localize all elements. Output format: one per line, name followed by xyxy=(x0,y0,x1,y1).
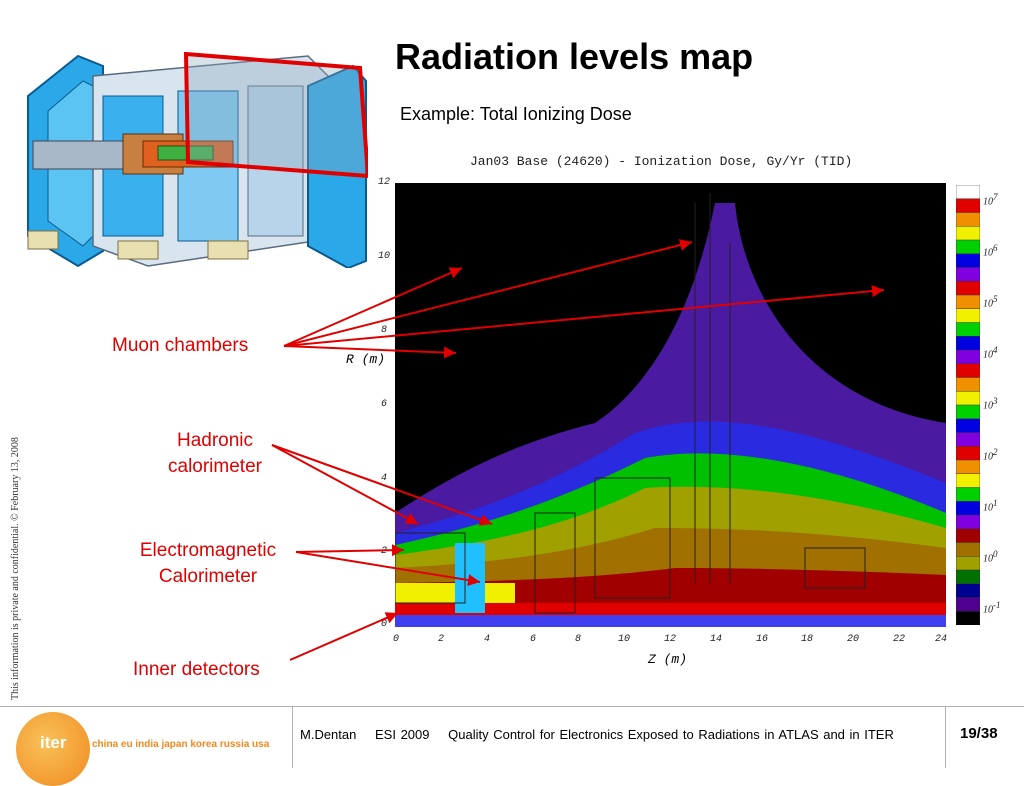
slide-title: Radiation levels map xyxy=(395,36,754,77)
plot-title: Jan03 Base (24620) - Ionization Dose, Gy… xyxy=(470,154,853,169)
y-tick-4: 4 xyxy=(381,473,388,484)
x-tick-2: 2 xyxy=(438,634,445,645)
x-tick-12: 12 xyxy=(664,634,677,645)
slide-subtitle: Example: Total Ionizing Dose xyxy=(400,104,632,124)
arrow-inner-1 xyxy=(289,612,399,661)
cb-exp: 6 xyxy=(993,243,998,253)
pointer-arrows xyxy=(271,239,885,661)
colorbar-label-1e5: 105 xyxy=(983,294,998,309)
cb-exp: 1 xyxy=(993,498,998,508)
label-em-line1: Electromagnetic xyxy=(139,540,277,561)
cb-base: 10 xyxy=(983,604,993,616)
arrow-hadronic-1 xyxy=(271,444,419,525)
footer-talk: Quality Control for Electronics Exposed … xyxy=(448,727,894,742)
y-tick-12: 12 xyxy=(378,177,391,188)
footer-info: M.Dentan ESI 2009 Quality Control for El… xyxy=(300,727,908,742)
footer-author: M.Dentan xyxy=(300,727,357,742)
y-axis-label: R (m) xyxy=(346,352,386,367)
x-tick-6: 6 xyxy=(530,634,537,645)
footer-divider xyxy=(0,706,1024,707)
arrow-em-2 xyxy=(295,551,481,586)
x-tick-20: 20 xyxy=(847,634,860,645)
cb-exp: 2 xyxy=(993,447,998,457)
colorbar-label-1e6: 106 xyxy=(983,243,998,258)
cb-exp: 7 xyxy=(993,192,998,202)
x-tick-10: 10 xyxy=(618,634,631,645)
y-tick-0: 0 xyxy=(381,619,388,630)
cb-base: 10 xyxy=(983,298,993,310)
x-tick-16: 16 xyxy=(756,634,769,645)
y-tick-10: 10 xyxy=(378,251,391,262)
arrow-muon-3 xyxy=(283,285,885,347)
colorbar-label-1e0: 100 xyxy=(983,549,998,564)
arrow-em-1 xyxy=(295,544,405,557)
y-tick-2: 2 xyxy=(381,546,388,557)
x-tick-24: 24 xyxy=(935,634,948,645)
page-number: 19/38 xyxy=(960,725,998,742)
cb-base: 10 xyxy=(983,400,993,412)
x-tick-22: 22 xyxy=(893,634,906,645)
cb-exp: -1 xyxy=(993,600,1001,610)
y-tick-6: 6 xyxy=(381,399,388,410)
label-hadronic-line2: calorimeter xyxy=(168,456,262,477)
colorbar xyxy=(956,185,980,625)
cb-base: 10 xyxy=(983,349,993,361)
cb-base: 10 xyxy=(983,247,993,259)
x-axis-label: Z (m) xyxy=(648,652,688,667)
colorbar-label-1e3: 103 xyxy=(983,396,998,411)
cb-exp: 5 xyxy=(993,294,998,304)
footer-event: ESI 2009 xyxy=(375,727,430,742)
arrow-muon-1 xyxy=(283,267,463,347)
colorbar-label-1e2: 102 xyxy=(983,447,998,462)
cb-base: 10 xyxy=(983,502,993,514)
arrow-muon-4 xyxy=(283,345,457,359)
x-tick-14: 14 xyxy=(710,634,723,645)
colorbar-label-1e-1: 10-1 xyxy=(983,600,1001,615)
y-tick-8: 8 xyxy=(381,325,388,336)
arrow-hadronic-2 xyxy=(271,444,493,526)
arrow-muon-2 xyxy=(283,239,693,347)
label-inner-detectors: Inner detectors xyxy=(133,659,260,680)
dose-map xyxy=(395,183,946,627)
colorbar-label-1e7: 107 xyxy=(983,192,998,207)
colorbar-label-1e4: 104 xyxy=(983,345,998,360)
cb-base: 10 xyxy=(983,196,993,208)
x-tick-18: 18 xyxy=(801,634,814,645)
x-tick-8: 8 xyxy=(575,634,582,645)
atlas-detector-image xyxy=(27,51,368,268)
colorbar-swatch xyxy=(956,611,980,625)
iter-partners: china eu india japan korea russia usa xyxy=(92,739,270,750)
colorbar-label-1e1: 101 xyxy=(983,498,998,513)
x-tick-0: 0 xyxy=(393,634,400,645)
footer-separator-right xyxy=(945,707,946,768)
x-tick-4: 4 xyxy=(484,634,491,645)
label-muon-chambers: Muon chambers xyxy=(112,335,249,356)
label-hadronic-line1: Hadronic xyxy=(176,430,254,451)
cb-base: 10 xyxy=(983,553,993,565)
label-hadronic-calorimeter: Hadronic calorimeter xyxy=(150,428,280,480)
cb-exp: 4 xyxy=(993,345,998,355)
cb-base: 10 xyxy=(983,451,993,463)
label-electromagnetic-calorimeter: Electromagnetic Calorimeter xyxy=(118,538,298,590)
footer-separator-left xyxy=(292,707,293,768)
cb-exp: 0 xyxy=(993,549,998,559)
cb-exp: 3 xyxy=(993,396,998,406)
label-em-line2: Calorimeter xyxy=(158,566,258,587)
iter-logo-text: iter xyxy=(40,733,67,752)
